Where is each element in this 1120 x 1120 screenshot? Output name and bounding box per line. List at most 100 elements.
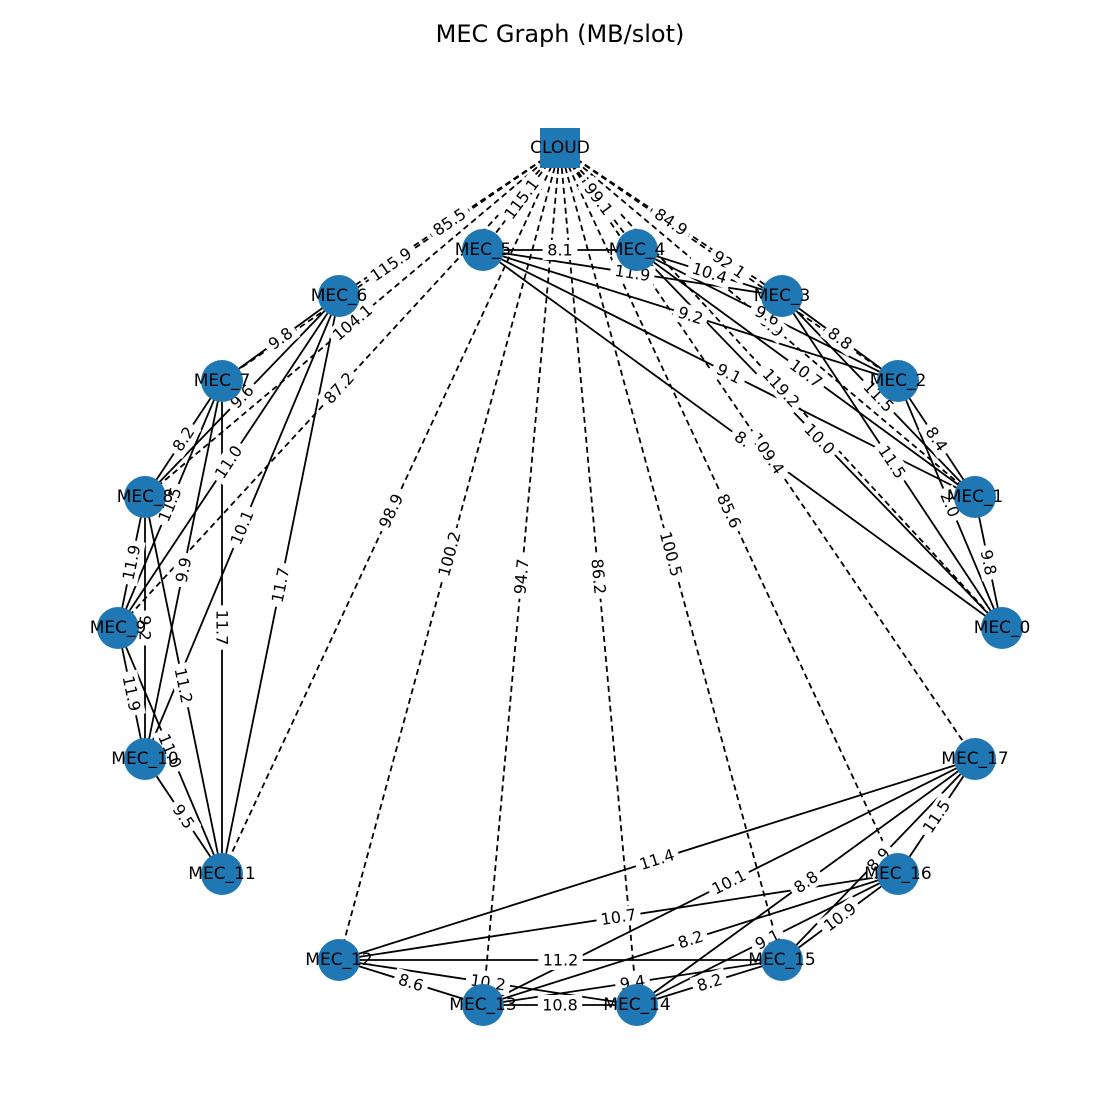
node-marker — [877, 853, 919, 895]
edge-label-background — [859, 840, 898, 879]
edge-label-background — [855, 373, 902, 420]
node-marker — [616, 984, 658, 1026]
edge-label-background — [497, 171, 546, 227]
node-mec-17: MEC_17 — [941, 738, 1009, 780]
edge-label-text: 100.2 — [434, 529, 464, 578]
edge-label-background — [708, 356, 750, 391]
node-mec-0: MEC_0 — [974, 607, 1031, 649]
node-marker — [318, 275, 360, 317]
edge-label-background — [786, 863, 826, 901]
edge-label-mec-18: 10.1 — [224, 503, 260, 552]
node-marker — [124, 738, 166, 780]
edge-label-text: 9.9 — [172, 556, 196, 585]
edge-label-mec-0: 8.1 — [542, 240, 578, 260]
edge-label-background — [586, 553, 611, 600]
edge-label-background — [260, 320, 301, 357]
node-label: MEC_12 — [305, 950, 372, 970]
edge-label-mec-38: 10.9 — [816, 895, 864, 939]
node-mec-11: MEC_11 — [188, 853, 256, 895]
edge-label-background — [747, 298, 788, 333]
node-marker — [540, 128, 580, 168]
node-marker — [201, 853, 243, 895]
edge-label-mec-27: 11.9 — [117, 669, 146, 718]
edge-label-background — [363, 240, 419, 289]
edge-label-text: 8.6 — [396, 970, 426, 996]
edge-label-background — [325, 297, 380, 348]
edge-label-mec-34: 11.5 — [915, 792, 958, 841]
edge-label-background — [165, 418, 202, 460]
edge-label-text: 100.5 — [656, 529, 686, 578]
node-label: MEC_2 — [870, 371, 927, 391]
edge-label-mec-3: 9.1 — [708, 356, 750, 391]
edge-label-text: 8.2 — [676, 927, 706, 953]
edge-label-mec-4: 8. — [726, 423, 759, 455]
node-marker — [616, 229, 658, 271]
edge-label-mec-30: 11.4 — [632, 843, 682, 876]
edge-label-background — [710, 486, 748, 536]
edge-label-mec-39: 11.2 — [538, 950, 583, 970]
edge-label-text: 98.9 — [375, 491, 407, 531]
edge-label-background — [646, 201, 696, 243]
node-mec-12: MEC_12 — [305, 939, 373, 981]
edge-label-background — [316, 364, 362, 412]
edge-label-background — [117, 669, 146, 718]
node-layer: CLOUD MEC_0 MEC_1 MEC_2 MEC_3 MEC_4 MEC_5 MEC_6… — [90, 128, 1031, 1026]
node-marker — [462, 229, 504, 271]
node-label: MEC_7 — [194, 371, 251, 391]
node-label: CLOUD — [530, 138, 590, 158]
edge-label-background — [577, 175, 620, 223]
node-label: MEC_8 — [117, 487, 174, 507]
edge-label-background — [915, 792, 958, 841]
node-mec-15: MEC_15 — [748, 939, 816, 981]
edge-label-text: 11.7 — [268, 566, 294, 605]
node-mec-9: MEC_9 — [90, 607, 146, 649]
edge-label-text: 11.2 — [171, 666, 197, 705]
edge-label-cloud-7: 115.9 — [363, 240, 419, 289]
edge-label-background — [165, 796, 202, 837]
edge-label-background — [542, 240, 578, 260]
edge-label-background — [391, 967, 431, 998]
edge-label-background — [654, 525, 688, 583]
edge-label-mec-29: 9.5 — [165, 796, 202, 837]
node-mec-10: MEC_10 — [111, 738, 179, 780]
node-marker — [462, 984, 504, 1026]
edge-label-text: 115.1 — [500, 175, 543, 223]
node-mec-5: MEC_5 — [455, 229, 511, 271]
node-label: MEC_1 — [947, 487, 1004, 507]
edge-label-background — [755, 361, 807, 415]
edge-label-text: 10.1 — [226, 507, 257, 547]
node-label: MEC_10 — [111, 749, 178, 769]
edge-label-text: 9.8 — [977, 548, 1001, 577]
edge-label-mec-31: 10.1 — [704, 863, 754, 901]
edge-label-cloud-12: 94.7 — [509, 553, 534, 600]
edge-label-cloud-15: 85.6 — [710, 486, 748, 536]
edge-label-background — [782, 352, 830, 395]
node-mec-2: MEC_2 — [870, 360, 927, 402]
edge-label-mec-32: 8.8 — [786, 863, 826, 901]
edge-label-cloud-3: 84.9 — [646, 201, 696, 243]
edge-label-text: 10.7 — [599, 905, 637, 929]
edge-label-background — [224, 503, 260, 552]
node-marker — [877, 360, 919, 402]
edge-label-background — [266, 561, 295, 609]
edge-label-background — [207, 437, 250, 487]
edge-label-mec-25: 9.2 — [135, 610, 155, 646]
node-mec-3: MEC_3 — [754, 275, 810, 317]
node-label: MEC_4 — [609, 240, 666, 260]
edge-label-background — [212, 605, 232, 650]
edge-label-background — [537, 995, 583, 1015]
edge-label-background — [152, 480, 188, 529]
edge-label-mec-36: 8.2 — [670, 924, 711, 955]
edge-label-cloud-13: 86.2 — [586, 553, 611, 600]
edge-label-mec-35: 10.7 — [595, 903, 642, 931]
edge-label-background — [726, 423, 759, 455]
edge-cloud-mec-9 — [117, 147, 561, 629]
node-label: MEC_0 — [974, 618, 1031, 638]
edge-label-background — [747, 922, 788, 957]
edge-label-cloud-5: 115.1 — [497, 171, 546, 227]
edge-label-text: 8.1 — [547, 241, 572, 260]
edge-label-mec-19: 11.7 — [266, 561, 295, 609]
edge-label-text: 11.7 — [213, 610, 232, 646]
node-marker — [761, 275, 803, 317]
